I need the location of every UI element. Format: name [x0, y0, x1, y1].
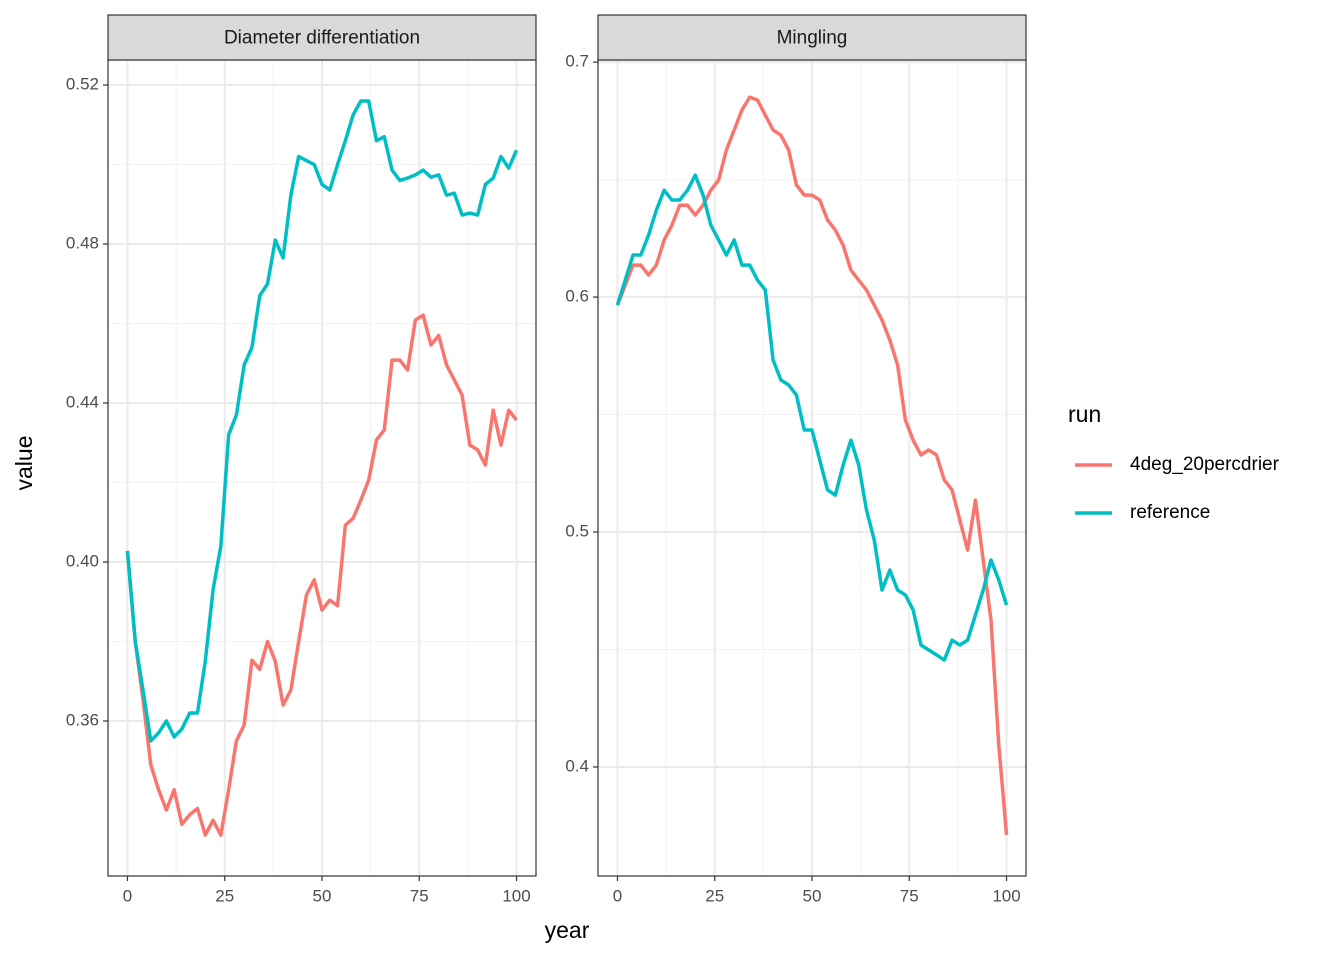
y-tick-label: 0.7: [565, 52, 589, 71]
x-tick-label: 50: [803, 886, 822, 905]
x-axis-title: year: [545, 917, 590, 943]
y-tick-label: 0.44: [66, 392, 99, 411]
series-line: [125, 99, 519, 743]
x-tick-label: 75: [900, 886, 919, 905]
x-tick-label: 100: [992, 886, 1020, 905]
x-tick-label: 0: [123, 886, 132, 905]
strip-title: Mingling: [777, 28, 848, 49]
strip-title: Diameter differentiation: [224, 28, 420, 49]
y-tick-label: 0.48: [66, 234, 99, 253]
x-tick-label: 25: [215, 886, 234, 905]
strip: [107, 14, 537, 61]
x-tick-label: 100: [502, 886, 530, 905]
x-tick-label: 25: [705, 886, 724, 905]
y-tick-label: 0.6: [565, 287, 589, 306]
y-axis-title: value: [11, 436, 37, 491]
legend-label: 4deg_20percdrier: [1130, 454, 1280, 475]
series-line: [125, 313, 518, 837]
y-tick-label: 0.5: [565, 522, 589, 541]
x-tick-label: 0: [613, 886, 622, 905]
series-line: [615, 173, 1009, 662]
y-tick-label: 0.36: [66, 710, 99, 729]
x-tick-label: 75: [410, 886, 429, 905]
legend-title: run: [1068, 401, 1101, 427]
y-tick-label: 0.40: [66, 551, 99, 570]
x-tick-label: 50: [313, 886, 332, 905]
y-tick-label: 0.4: [565, 756, 589, 775]
series-line: [615, 95, 1009, 836]
strip: [597, 14, 1027, 61]
legend-label: reference: [1130, 502, 1210, 523]
y-tick-label: 0.52: [66, 75, 99, 94]
